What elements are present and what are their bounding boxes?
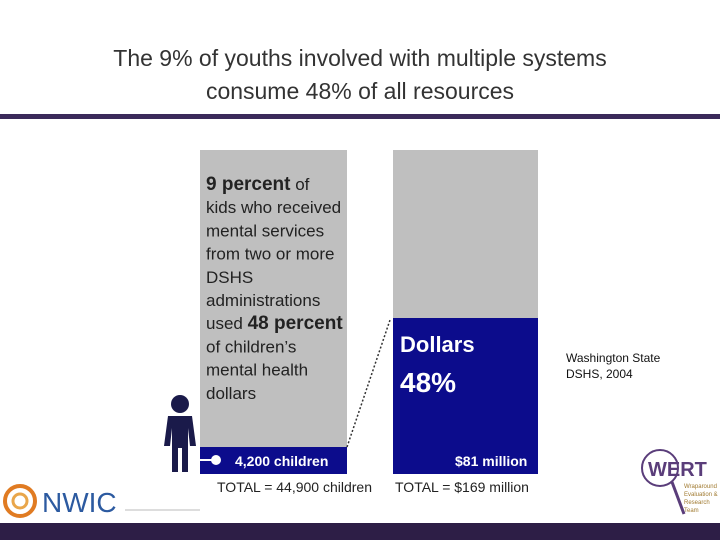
total: TOTAL = 44,900 children (217, 479, 372, 495)
text-span: from two or more (206, 245, 334, 264)
segment-label: 4,200 children (235, 453, 328, 469)
text-line: administrations (206, 291, 320, 310)
citation: DSHS, 2004 (566, 367, 633, 381)
wert-logo: WERT Wraparound Evaluation & Research Te… (641, 449, 718, 515)
person-icon (164, 395, 196, 472)
percent-label: 48% (400, 367, 456, 398)
dollars-label: Dollars (400, 332, 475, 357)
text-line: DSHS (206, 268, 253, 287)
logo-sub: Wraparound (684, 484, 717, 490)
text-span: of (290, 175, 309, 194)
nwic-logo: NWIC (3, 484, 200, 518)
text-span: 48 percent (248, 313, 344, 334)
text-line: mental services (206, 221, 324, 240)
logo-sub: Evaluation & (684, 492, 718, 498)
logo-sub: Research (684, 500, 710, 506)
text-span: kids who received (206, 198, 341, 217)
text-line: mental health (206, 361, 308, 380)
title-line: The 9% of youths involved with multiple … (113, 45, 606, 71)
text-span: administrations (206, 291, 320, 310)
footer-band (0, 523, 720, 540)
text-span: mental services (206, 221, 324, 240)
title-rule (0, 114, 720, 119)
text-span: DSHS (206, 268, 253, 287)
right-bar-gray (393, 150, 538, 318)
connector (346, 319, 391, 448)
text-line: of children’s (206, 337, 296, 356)
logo-text: WERT (648, 459, 707, 481)
left-bar-blue (200, 447, 347, 474)
text-line: from two or more (206, 245, 334, 264)
text-span: of children’s (206, 337, 296, 356)
logo-sub: Team (684, 508, 699, 514)
total: TOTAL = $169 million (395, 479, 529, 495)
left-text: 9 percent of kids who received mental serv… (206, 174, 343, 403)
text-line: dollars (206, 384, 256, 403)
citation: Washington State (566, 351, 661, 365)
text-span: used (206, 314, 248, 333)
left-bar-gray (200, 150, 347, 447)
text-line: 9 percent of (206, 174, 310, 195)
text-span: mental health (206, 361, 308, 380)
amount-label: $81 million (455, 453, 527, 469)
text-span: 9 percent (206, 174, 291, 195)
text-line: used 48 percent (206, 313, 343, 334)
right-bar-blue (393, 318, 538, 474)
text-span: dollars (206, 384, 256, 403)
logo-text: NWIC (42, 487, 117, 518)
title-line: consume 48% of all resources (206, 78, 514, 104)
text-line: kids who received (206, 198, 341, 217)
